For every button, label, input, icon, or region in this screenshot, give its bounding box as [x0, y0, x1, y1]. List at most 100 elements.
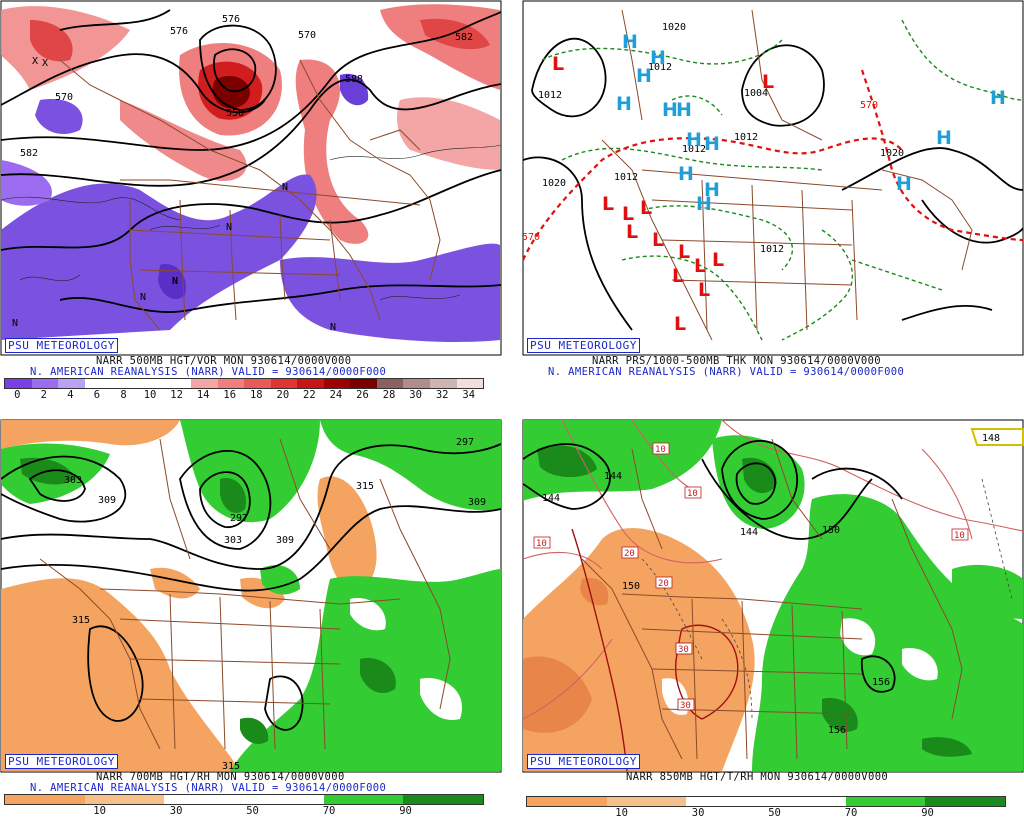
contour-label: 150 — [822, 525, 840, 536]
temp-label: 10 — [536, 539, 547, 549]
isobar-label: 1012 — [760, 244, 784, 255]
panel-700mb-humidity: 303 309 297 303 309 315 309 315 315 297 … — [0, 419, 502, 819]
low-symbol: L — [698, 279, 710, 301]
colorbar-swatch — [456, 379, 484, 388]
contour-label: 144 — [740, 527, 758, 538]
panel-title: NARR 500MB HGT/VOR MON 930614/0000V000 — [96, 355, 352, 367]
vort-symbol: X — [32, 56, 38, 67]
colorbar-swatch — [350, 379, 377, 388]
temp-label: 30 — [680, 701, 691, 711]
contour-label: 315 — [72, 615, 90, 626]
high-symbol: H — [704, 133, 720, 155]
colorbar-tick-label: 18 — [249, 389, 263, 401]
contour-label: 576 — [222, 14, 240, 25]
high-symbol: H — [650, 47, 666, 69]
map-700mb-humidity: 303 309 297 303 309 315 309 315 315 297 — [0, 419, 502, 773]
contour-label: 309 — [98, 495, 116, 506]
colorbar-tick-label: 10 — [143, 389, 157, 401]
panel-850mb-temperature-humidity: 144 150 144 150 156 156 144 148 10 10 10… — [522, 419, 1024, 819]
colorbar — [526, 796, 1006, 807]
colorbar-swatch — [527, 797, 607, 806]
contour-label: 582 — [20, 148, 38, 159]
colorbar-swatch — [164, 379, 191, 388]
map-500mb-vorticity: 570 576 582 558 570 576 582 588 N N N N … — [0, 0, 502, 356]
vort-symbol: N — [330, 322, 336, 333]
colorbar-tick-label: 0 — [14, 389, 21, 401]
temp-label: 10 — [687, 489, 698, 499]
contour-label: 148 — [982, 433, 1000, 444]
colorbar-swatch — [766, 797, 846, 806]
panel-title: NARR 850MB HGT/T/RH MON 930614/0000V000 — [626, 771, 889, 783]
low-symbol: L — [762, 71, 774, 93]
low-symbol: L — [602, 193, 614, 215]
isobar-label: 1012 — [734, 132, 758, 143]
colorbar-swatch — [686, 797, 767, 806]
contour-label: 315 — [222, 761, 240, 772]
high-symbol: H — [678, 163, 694, 185]
isobar-label: 1004 — [744, 88, 768, 99]
low-symbol: L — [552, 53, 564, 75]
low-symbol: L — [626, 221, 638, 243]
contour-label: 315 — [356, 481, 374, 492]
isobar-label: 1012 — [614, 172, 638, 183]
contour-labels-850mb: 144 150 144 150 156 156 144 148 — [542, 433, 1000, 736]
psu-badge: PSU METEOROLOGY — [5, 338, 118, 353]
vort-symbol: N — [226, 222, 232, 233]
isobar-label: 1020 — [662, 22, 686, 33]
panel-title: NARR 700MB HGT/RH MON 930614/0000V000 — [96, 771, 345, 783]
panel-sea-level-pressure-thickness: 1020 1012 1020 1012 1004 1012 1020 1012 … — [522, 0, 1024, 400]
colorbar-tick-label: 4 — [67, 389, 74, 401]
colorbar-tick-label: 2 — [40, 389, 47, 401]
colorbar-tick-label: 50 — [768, 807, 781, 819]
low-symbol: L — [640, 197, 652, 219]
colorbar-swatch — [244, 379, 271, 388]
colorbar-tick-label: 90 — [921, 807, 934, 819]
low-symbol: L — [712, 249, 724, 271]
contour-label: 570 — [55, 92, 73, 103]
colorbar-swatch — [376, 379, 404, 388]
low-symbol: L — [694, 255, 706, 277]
colorbar-swatch — [430, 379, 457, 388]
temp-label: 30 — [678, 645, 689, 655]
contour-label: 144 — [604, 471, 622, 482]
contour-label: 144 — [542, 493, 560, 504]
colorbar-swatch — [403, 795, 484, 804]
contour-label: 558 — [226, 108, 244, 119]
colorbar-swatch — [925, 797, 1006, 806]
isobar-label: 1012 — [648, 62, 672, 73]
isobar-label: 1020 — [880, 148, 904, 159]
colorbar-swatch — [323, 379, 351, 388]
vort-symbol: X — [42, 58, 48, 69]
colorbar-tick-label: 30 — [409, 389, 422, 401]
isobar-label: 1012 — [538, 90, 562, 101]
colorbar-tick-label: 6 — [93, 389, 101, 401]
high-symbol: H — [622, 31, 638, 53]
contour-label: 309 — [468, 497, 486, 508]
low-symbol: L — [672, 265, 684, 287]
colorbar-swatch — [111, 379, 138, 388]
colorbar-tick-label: 30 — [169, 805, 183, 817]
colorbar-tick-label: 16 — [223, 389, 237, 401]
temp-label: 10 — [954, 531, 965, 541]
contour-label: 156 — [872, 677, 890, 688]
temp-label: 10 — [655, 445, 666, 455]
contour-label: 576 — [170, 26, 188, 37]
colorbar-swatch — [217, 379, 245, 388]
temp-label: 20 — [658, 579, 669, 589]
colorbar-swatch — [270, 379, 298, 388]
colorbar-tick-label: 50 — [246, 805, 259, 817]
colorbar-swatch — [164, 795, 245, 804]
contour-label: 303 — [224, 535, 242, 546]
contour-label: 309 — [276, 535, 294, 546]
low-symbol: L — [678, 241, 690, 263]
high-symbol: H — [676, 99, 692, 121]
colorbar-swatch — [137, 379, 165, 388]
low-symbol: L — [652, 229, 664, 251]
contour-label: 297 — [456, 437, 474, 448]
colorbar-swatch — [403, 379, 430, 388]
colorbar-swatch — [84, 795, 165, 804]
vort-symbol: N — [282, 182, 288, 193]
colorbar-tick-label: 24 — [329, 389, 343, 401]
colorbar-tick-label: 12 — [170, 389, 183, 401]
colorbar — [4, 794, 484, 805]
